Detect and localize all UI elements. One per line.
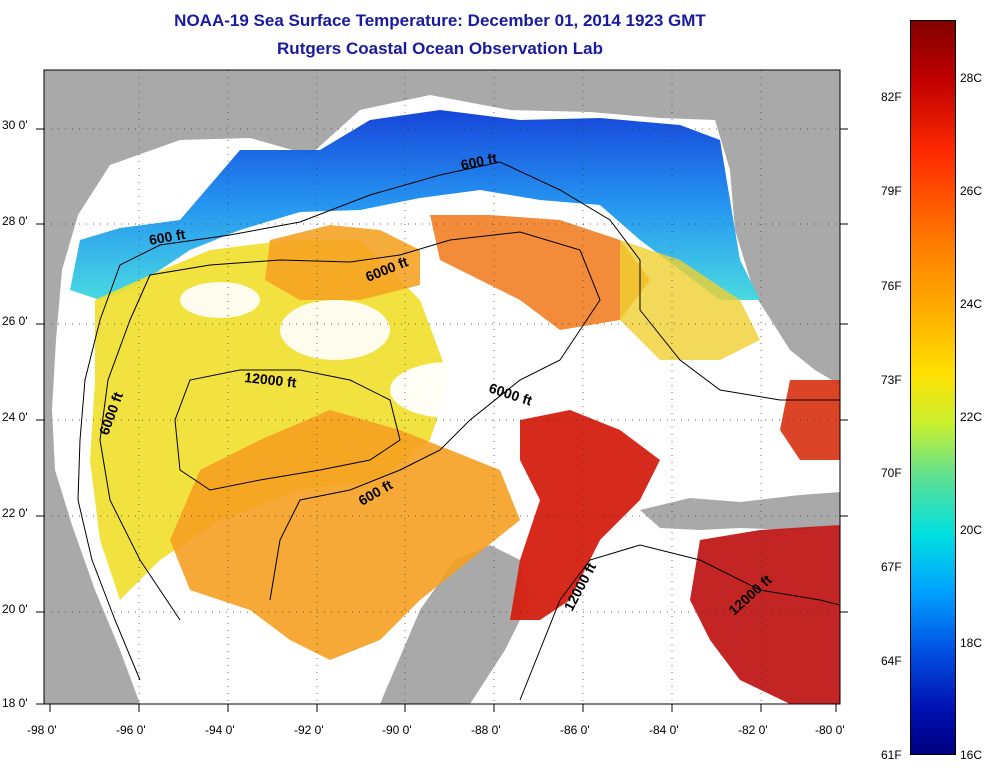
- sst-cayman-hot: [690, 525, 840, 704]
- cloud-patch: [550, 595, 690, 685]
- colorbar-celsius-label: 18C: [960, 636, 983, 650]
- lon-label: -86 0': [560, 723, 590, 737]
- graticule: [44, 70, 840, 704]
- sst-caribbean-hot: [510, 410, 660, 620]
- lat-label: 24 0': [2, 410, 28, 424]
- contour-600ft: [77, 161, 840, 681]
- cloud-patch: [180, 282, 260, 318]
- lon-label: -96 0': [116, 723, 146, 737]
- sst-coastal-cold: [70, 110, 760, 300]
- lat-label: 18 0': [2, 696, 28, 710]
- lon-label: -82 0': [738, 723, 768, 737]
- map-subtitle: Rutgers Coastal Ocean Observation Lab: [277, 39, 603, 58]
- lat-label: 28 0': [2, 214, 28, 228]
- contour-label: 12000 ft: [244, 369, 298, 390]
- lat-label: 26 0': [2, 314, 28, 328]
- colorbar-celsius-label: 20C: [960, 523, 983, 537]
- sst-east-mild: [620, 240, 760, 360]
- lat-label: 30 0': [2, 118, 28, 132]
- colorbar-celsius-label: 24C: [960, 297, 983, 311]
- colorbar-fahrenheit-label: 70F: [881, 466, 902, 480]
- lat-label: 20 0': [2, 602, 28, 616]
- florida-land: [760, 70, 840, 320]
- lon-label: -94 0': [205, 723, 235, 737]
- cloud-patch: [610, 375, 710, 425]
- lon-label: -92 0': [294, 723, 324, 737]
- colorbar-fahrenheit-label: 76F: [881, 279, 902, 293]
- cuba-land: [640, 492, 840, 530]
- contour-label: 600 ft: [459, 150, 498, 173]
- lat-label: 22 0': [2, 506, 28, 520]
- colorbar-fahrenheit-label: 64F: [881, 654, 902, 668]
- colorbar-fahrenheit-label: 82F: [881, 90, 902, 104]
- colorbar-fahrenheit-label: 79F: [881, 184, 902, 198]
- cloud-patch: [280, 300, 390, 360]
- cloud-patch: [390, 362, 510, 418]
- contour-12000ft: [174, 369, 401, 491]
- contour-caribbean: [519, 544, 840, 701]
- colorbar-celsius-label: 28C: [960, 71, 983, 85]
- colorbar-celsius-label: 26C: [960, 184, 983, 198]
- sst-loop-current: [430, 215, 650, 330]
- colorbar-fahrenheit-label: 61F: [881, 748, 902, 762]
- colorbar-fahrenheit-label: 67F: [881, 560, 902, 574]
- colorbar-celsius-label: 22C: [960, 410, 983, 424]
- lon-label: -84 0': [649, 723, 679, 737]
- lon-label: -90 0': [382, 723, 412, 737]
- contour-label: 600 ft: [148, 226, 187, 248]
- yucatan-land: [380, 545, 530, 704]
- lon-label: -88 0': [471, 723, 501, 737]
- frame-ticks: [36, 128, 848, 712]
- lon-label: -98 0': [27, 723, 57, 737]
- map-title: NOAA-19 Sea Surface Temperature: Decembe…: [174, 11, 706, 30]
- colorbar-celsius-label: 16C: [960, 748, 983, 762]
- sst-warm-core: [170, 410, 520, 660]
- temperature-colorbar: [910, 20, 956, 755]
- colorbar-fahrenheit-label: 73F: [881, 373, 902, 387]
- contour-6000ft: [99, 231, 601, 621]
- map-frame: [43, 69, 841, 705]
- sst-north-warm: [265, 225, 420, 300]
- lon-label: -80 0': [815, 723, 845, 737]
